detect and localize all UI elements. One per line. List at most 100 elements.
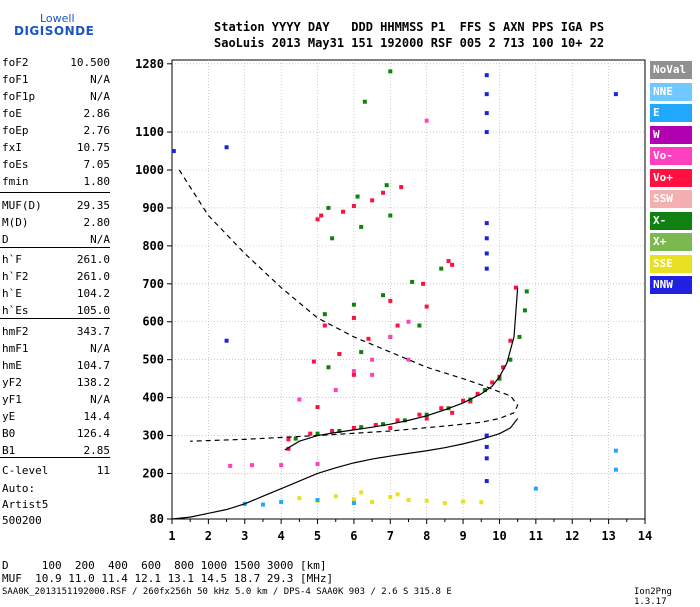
param-row: D N/A — [2, 233, 110, 247]
data-point — [341, 209, 346, 214]
param-name: foEs — [2, 158, 29, 171]
param-row: MUF(D) 29.35 — [2, 199, 110, 213]
param-row: foF1p N/A — [2, 90, 110, 104]
data-point — [490, 380, 495, 385]
param-value: N/A — [90, 90, 110, 103]
data-point — [508, 338, 513, 343]
param-row: h`E 104.2 — [2, 287, 110, 301]
data-point — [366, 336, 371, 341]
data-point — [395, 323, 400, 328]
x-tick-label: 6 — [350, 529, 357, 543]
param-row: foF1 N/A — [2, 73, 110, 87]
param-name: hmF1 — [2, 342, 29, 355]
data-point — [370, 499, 375, 504]
x-tick-label: 4 — [278, 529, 285, 543]
param-name: h`E — [2, 287, 22, 300]
data-point — [351, 369, 356, 374]
data-point — [508, 357, 513, 362]
data-point — [381, 422, 386, 427]
data-point — [370, 357, 375, 362]
data-point — [484, 251, 489, 256]
param-value: 2.86 — [83, 107, 111, 120]
data-point — [286, 446, 291, 451]
param-row: fxI 10.75 — [2, 141, 110, 155]
param-name: B1 — [2, 444, 16, 457]
data-point — [484, 266, 489, 271]
param-row: C-level 11 — [2, 464, 110, 478]
data-point — [461, 398, 466, 403]
data-point — [337, 428, 342, 433]
data-point — [395, 492, 400, 497]
data-point — [450, 410, 455, 415]
param-value: 138.2 — [76, 376, 110, 389]
data-point — [370, 372, 375, 377]
param-row: B0 126.4 — [2, 427, 110, 441]
data-point — [351, 302, 356, 307]
data-point — [228, 463, 233, 468]
param-value: 343.7 — [76, 325, 110, 338]
data-point — [315, 431, 320, 436]
y-tick-label: 600 — [142, 315, 164, 329]
param-row: foEp 2.76 — [2, 124, 110, 138]
data-point — [359, 490, 364, 495]
data-point — [171, 149, 176, 154]
param-row: yF2 138.2 — [2, 376, 110, 390]
legend-item: SSE — [650, 254, 692, 273]
auto-artist: Artist5 — [2, 498, 49, 511]
x-tick-label: 8 — [423, 529, 430, 543]
data-point — [484, 111, 489, 116]
x-tick-label: 5 — [314, 529, 321, 543]
data-point — [417, 412, 422, 417]
param-name: hmE — [2, 359, 22, 372]
param-value: 105.0 — [76, 304, 110, 317]
data-point — [388, 494, 393, 499]
param-row: fmin 1.80 — [2, 175, 110, 189]
param-value: N/A — [90, 233, 110, 246]
data-point — [279, 463, 284, 468]
param-row: yF1 N/A — [2, 393, 110, 407]
legend-item: E — [650, 104, 692, 122]
param-name: foEp — [2, 124, 29, 137]
data-point — [424, 412, 429, 417]
data-point — [319, 213, 324, 218]
data-point — [513, 285, 518, 290]
x-tick-label: 2 — [205, 529, 212, 543]
param-name: D — [2, 233, 9, 246]
data-point — [326, 365, 331, 370]
data-point — [322, 323, 327, 328]
data-point — [279, 499, 284, 504]
data-point — [406, 357, 411, 362]
param-name: hmF2 — [2, 325, 29, 338]
data-point — [293, 436, 298, 441]
y-tick-label: 300 — [142, 429, 164, 443]
data-point — [406, 319, 411, 324]
data-point — [351, 425, 356, 430]
data-point — [355, 194, 360, 199]
data-point — [501, 365, 506, 370]
data-point — [482, 388, 487, 393]
param-separator — [0, 318, 110, 319]
data-point — [388, 425, 393, 430]
legend-item: NNW — [650, 276, 692, 294]
param-name: foF1p — [2, 90, 36, 103]
ionogram-chart: 1 2 3 4 5 6 7 8 9 10 11 12 13 14802003004005006007008… — [135, 57, 652, 543]
data-point — [424, 498, 429, 503]
data-point — [613, 448, 618, 453]
param-name: B0 — [2, 427, 16, 440]
param-row: h`F2 261.0 — [2, 270, 110, 284]
data-point — [315, 498, 320, 503]
data-point — [479, 500, 484, 505]
param-value: 104.2 — [76, 287, 110, 300]
param-value: 29.35 — [76, 199, 110, 212]
data-point — [315, 405, 320, 410]
data-point — [439, 406, 444, 411]
data-point — [388, 334, 393, 339]
legend-item: X+ — [650, 233, 692, 251]
data-point — [297, 397, 302, 402]
data-point — [286, 437, 291, 442]
data-point — [224, 145, 229, 150]
data-point — [326, 205, 331, 210]
param-value: N/A — [90, 342, 110, 355]
trace-line — [178, 169, 519, 442]
data-point — [333, 388, 338, 393]
